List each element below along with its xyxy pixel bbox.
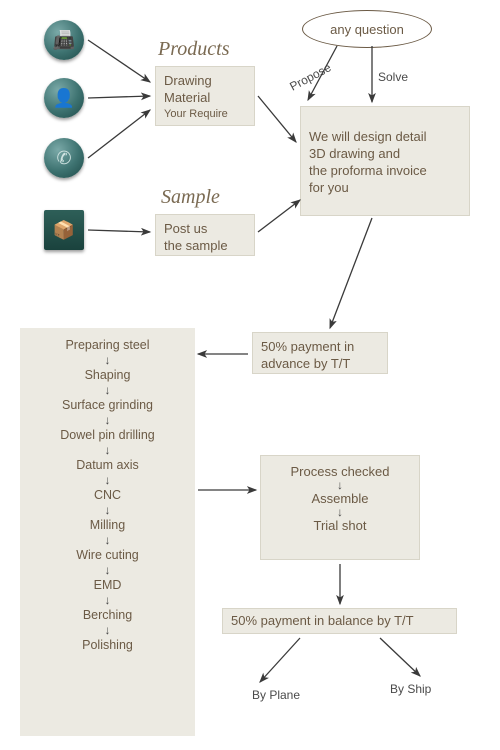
node-sample: Post us the sample: [155, 214, 255, 256]
heading-products: Products: [158, 38, 229, 61]
step-item: Shaping: [20, 368, 195, 382]
check-item: Assemble: [261, 491, 419, 506]
check-item: Process checked: [261, 464, 419, 479]
down-arrow-icon: ↓: [20, 414, 195, 426]
label-solve: Solve: [378, 70, 408, 84]
node-any-question: any question: [302, 10, 432, 48]
phone-icon: ✆: [44, 138, 84, 178]
step-item: Preparing steel: [20, 338, 195, 352]
step-item: Datum axis: [20, 458, 195, 472]
down-arrow-icon: ↓: [20, 354, 195, 366]
node-payment-balance: 50% payment in balance by T/T: [222, 608, 457, 634]
down-arrow-icon: ↓: [20, 534, 195, 546]
down-arrow-icon: ↓: [20, 444, 195, 456]
label-by-plane: By Plane: [252, 688, 300, 702]
manufacturing-steps: Preparing steel ↓ Shaping ↓ Surface grinding…: [20, 328, 195, 736]
heading-sample: Sample: [161, 186, 220, 209]
step-item: Wire cuting: [20, 548, 195, 562]
step-item: EMD: [20, 578, 195, 592]
fax-icon: 📠: [44, 20, 84, 60]
node-design-detail: We will design detail 3D drawing and the…: [300, 106, 470, 216]
node-payment-advance: 50% payment in advance by T/T: [252, 332, 388, 374]
step-item: CNC: [20, 488, 195, 502]
label-propose: Propose: [287, 60, 333, 93]
down-arrow-icon: ↓: [20, 624, 195, 636]
down-arrow-icon: ↓: [261, 506, 419, 518]
node-products: Drawing Material Your Require: [155, 66, 255, 126]
down-arrow-icon: ↓: [20, 564, 195, 576]
node-process-checked: Process checked↓Assemble↓Trial shot: [260, 455, 420, 560]
down-arrow-icon: ↓: [20, 474, 195, 486]
step-item: Berching: [20, 608, 195, 622]
step-item: Milling: [20, 518, 195, 532]
down-arrow-icon: ↓: [20, 384, 195, 396]
check-item: Trial shot: [261, 518, 419, 533]
step-item: Polishing: [20, 638, 195, 652]
step-item: Surface grinding: [20, 398, 195, 412]
step-item: Dowel pin drilling: [20, 428, 195, 442]
box-icon: 📦: [44, 210, 84, 250]
down-arrow-icon: ↓: [261, 479, 419, 491]
label-by-ship: By Ship: [390, 682, 431, 696]
down-arrow-icon: ↓: [20, 594, 195, 606]
down-arrow-icon: ↓: [20, 504, 195, 516]
user-icon: 👤: [44, 78, 84, 118]
